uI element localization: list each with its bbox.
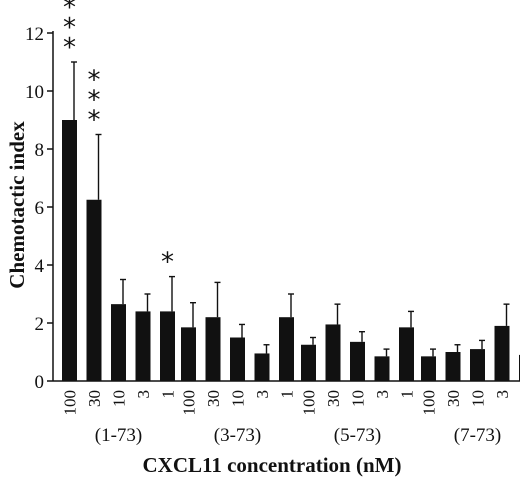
y-tick-label: 8 bbox=[35, 140, 45, 161]
bar bbox=[470, 349, 485, 381]
x-tick-label: 1 bbox=[398, 390, 417, 399]
x-tick-label: 10 bbox=[349, 390, 368, 407]
x-axis-title: CXCL11 concentration (nM) bbox=[143, 453, 402, 477]
bar bbox=[301, 344, 316, 381]
x-tick-label: 100 bbox=[61, 390, 80, 416]
y-tick-label: 4 bbox=[35, 256, 45, 277]
x-tick-label: 1 bbox=[159, 390, 178, 399]
significance-star: * bbox=[88, 66, 101, 96]
x-tick-label: 1 bbox=[278, 390, 297, 399]
x-tick-label: 100 bbox=[300, 390, 319, 416]
x-tick-label: 100 bbox=[420, 390, 439, 416]
bar bbox=[421, 356, 436, 381]
bar bbox=[230, 337, 245, 381]
bar bbox=[111, 304, 126, 381]
bar-group: 100 30 10 3 1 (5-73) bbox=[300, 303, 417, 446]
y-axis-title: Chemotactic index bbox=[5, 121, 29, 289]
x-tick-label: 100 bbox=[180, 390, 199, 416]
bar-group: 100 30 10 3 1 (3-73) bbox=[180, 281, 297, 446]
y-tick-label: 2 bbox=[35, 314, 45, 335]
x-tick-label: 10 bbox=[229, 390, 248, 407]
bar bbox=[254, 353, 270, 381]
significance-star: * bbox=[161, 248, 174, 278]
significance-star: * bbox=[88, 106, 101, 136]
x-tick-label: 3 bbox=[493, 390, 512, 399]
significance-star: * bbox=[63, 0, 76, 23]
bar bbox=[205, 317, 221, 381]
significance-star: * bbox=[88, 86, 101, 116]
x-tick-label: 30 bbox=[85, 390, 104, 407]
y-tick-label: 10 bbox=[25, 82, 44, 103]
bar bbox=[445, 352, 461, 381]
x-tick-label: 10 bbox=[469, 390, 488, 407]
group-label: (3-73) bbox=[214, 425, 261, 446]
x-tick-label: 3 bbox=[373, 390, 392, 399]
x-tick-label: 3 bbox=[253, 390, 272, 399]
x-tick-label: 30 bbox=[444, 390, 463, 407]
bar bbox=[494, 325, 510, 381]
significance-star: * bbox=[63, 13, 76, 43]
bar bbox=[350, 341, 365, 381]
x-tick-label: 30 bbox=[324, 390, 343, 407]
significance-star: * bbox=[63, 33, 76, 63]
y-tick-label: 12 bbox=[25, 24, 44, 45]
bar bbox=[399, 327, 414, 381]
y-tick-label: 0 bbox=[35, 372, 45, 393]
bar bbox=[374, 356, 390, 381]
x-tick-label: 1 bbox=[518, 390, 520, 399]
bar-group: 100***30***10 3 1*(1-73) bbox=[61, 0, 178, 446]
bar bbox=[135, 311, 151, 381]
x-tick-label: 3 bbox=[134, 390, 153, 399]
group-label: (1-73) bbox=[95, 425, 142, 446]
bar bbox=[62, 120, 77, 381]
bar bbox=[279, 317, 294, 381]
bar bbox=[181, 327, 196, 381]
bar bbox=[86, 199, 102, 381]
bar-group: 100 30 10 31 (7-73) bbox=[420, 303, 520, 446]
bar bbox=[325, 324, 341, 381]
x-tick-label: 30 bbox=[204, 390, 223, 407]
y-tick-label: 6 bbox=[35, 198, 45, 219]
group-label: (7-73) bbox=[454, 425, 501, 446]
bar bbox=[160, 311, 175, 381]
x-tick-label: 10 bbox=[110, 390, 129, 407]
group-label: (5-73) bbox=[334, 425, 381, 446]
